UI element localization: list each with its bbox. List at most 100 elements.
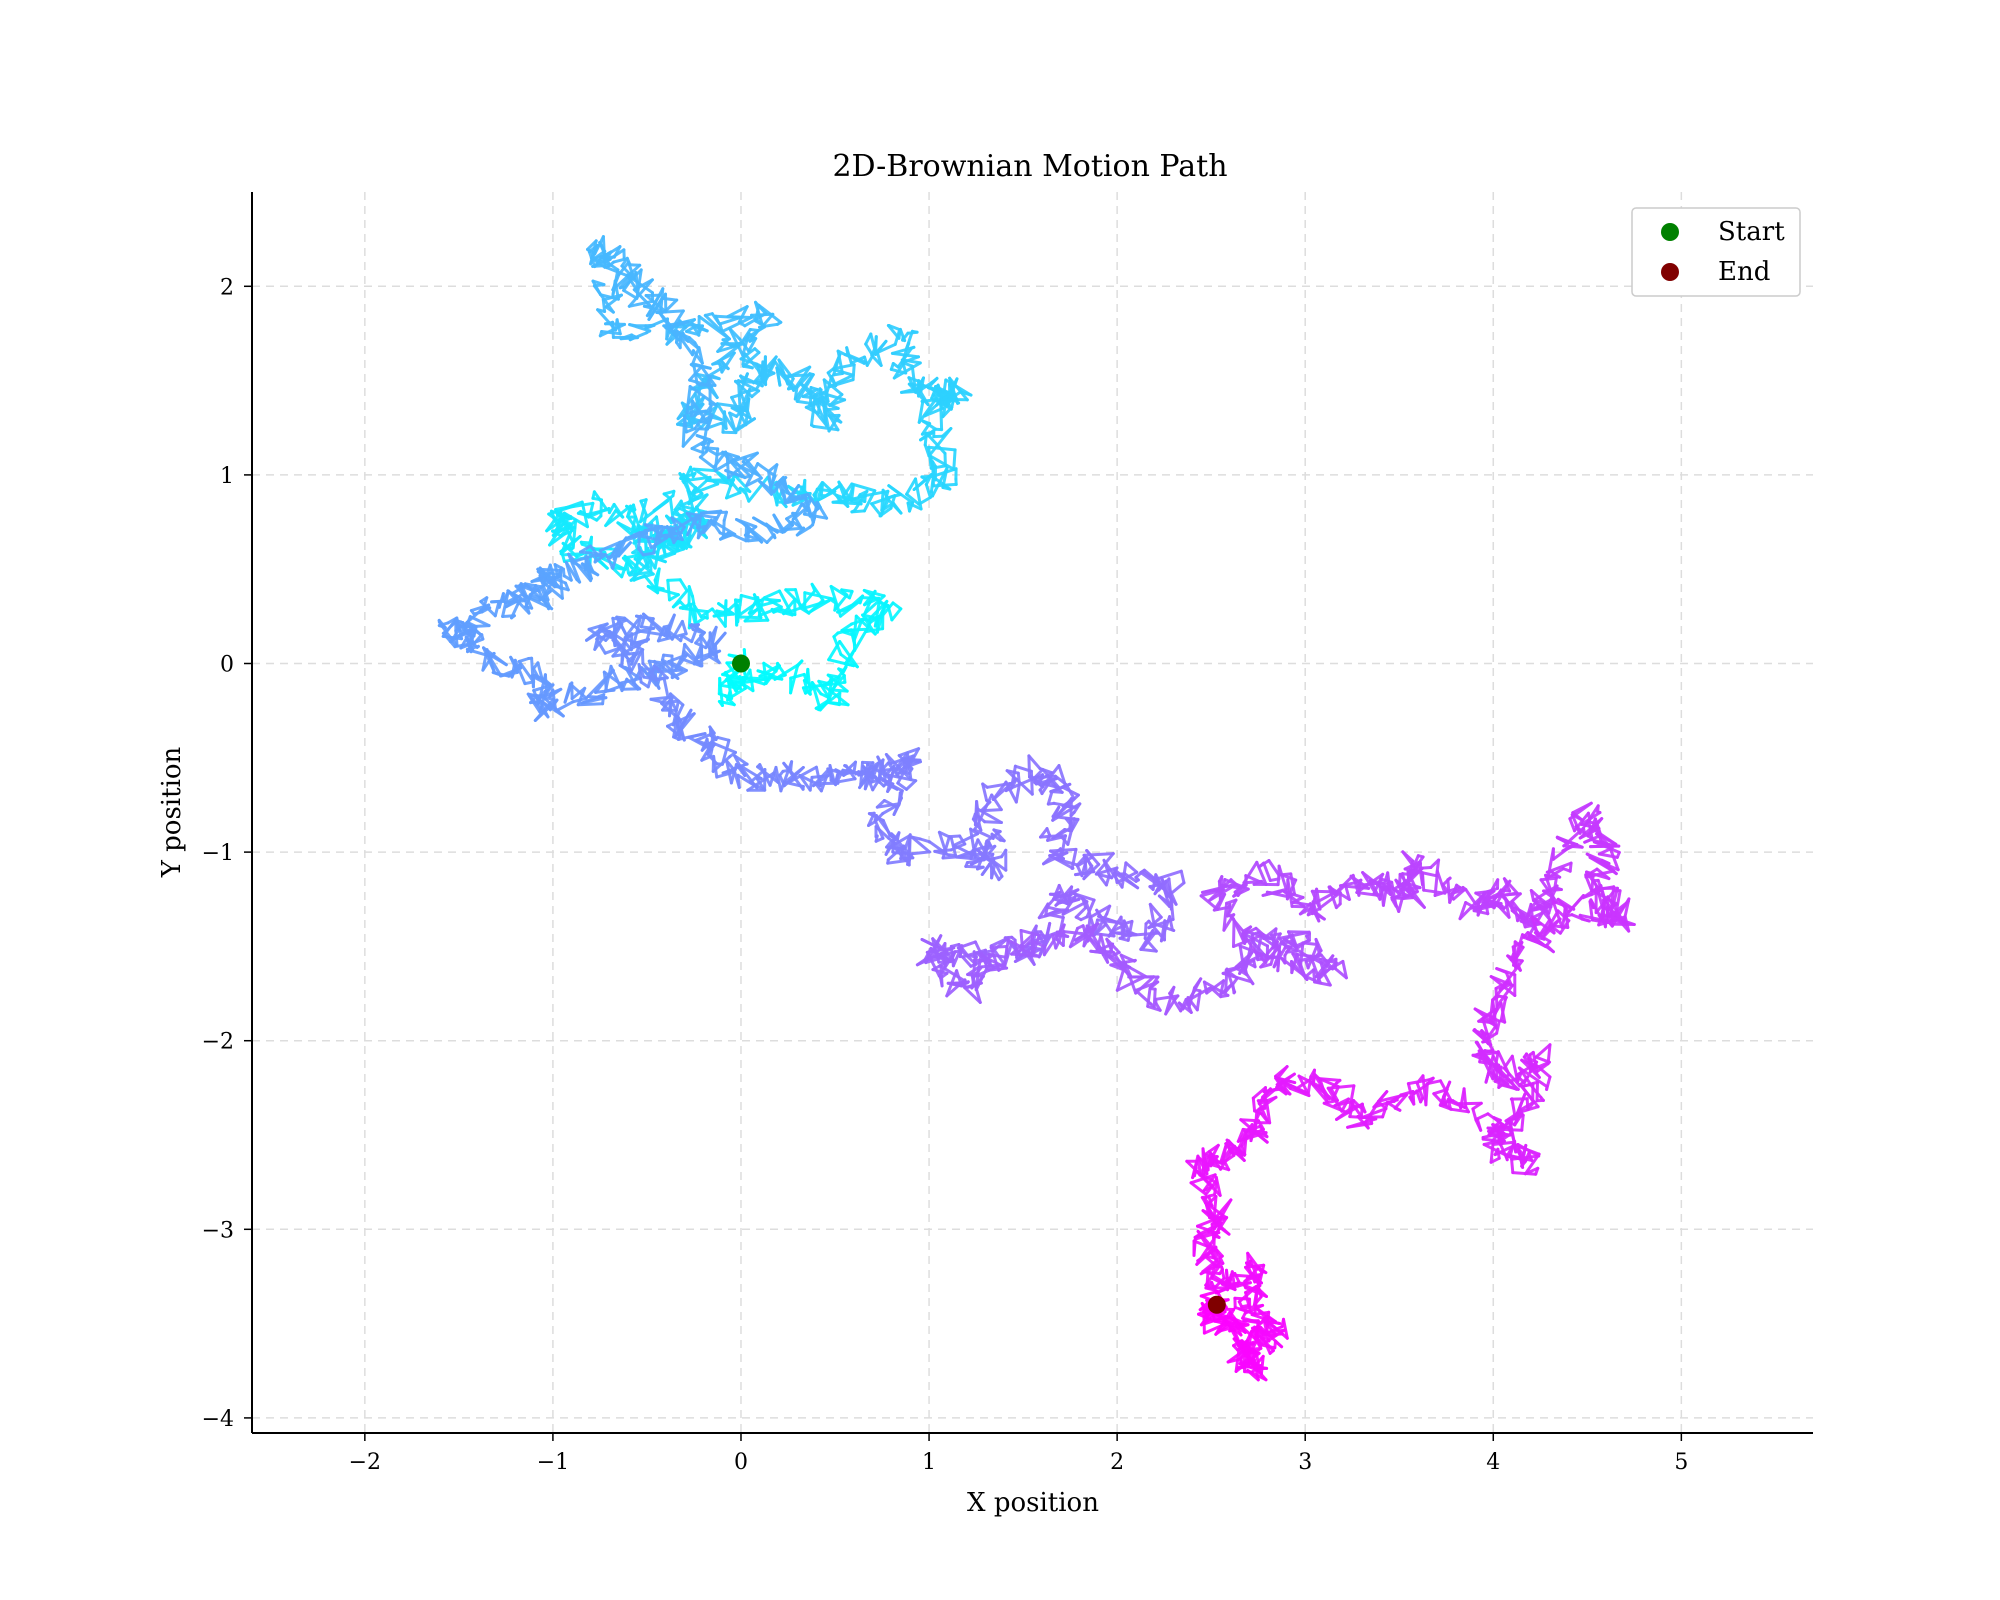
- path-segment: [925, 946, 956, 954]
- path-segment: [1435, 869, 1447, 895]
- path-segment: [694, 731, 716, 742]
- path-segment: [817, 679, 831, 700]
- path-segment: [1294, 1075, 1316, 1091]
- path-segment: [881, 778, 904, 793]
- path-segment: [992, 828, 1006, 843]
- path-segment: [738, 337, 751, 353]
- path-segment: [523, 582, 543, 589]
- path-segment: [893, 328, 902, 346]
- path-segment: [1340, 1097, 1350, 1113]
- path-segment: [637, 663, 643, 684]
- path-segment: [902, 361, 914, 368]
- path-segment: [687, 492, 704, 506]
- path-segment: [904, 329, 914, 352]
- path-segment: [645, 293, 661, 318]
- path-segment: [741, 351, 761, 368]
- path-segment: [1056, 797, 1073, 817]
- path-segment: [1115, 872, 1140, 890]
- path-segment: [1505, 1153, 1534, 1162]
- path-segment: [639, 616, 646, 629]
- path-segment: [1257, 1119, 1265, 1131]
- path-segment: [1520, 1113, 1525, 1132]
- path-segment: [617, 260, 630, 277]
- path-segment: [1027, 754, 1042, 771]
- path-segment: [1213, 1181, 1218, 1197]
- path-segment: [1201, 1254, 1224, 1274]
- path-segment: [685, 385, 692, 415]
- path-segment: [1220, 1265, 1226, 1280]
- path-segment: [616, 536, 628, 558]
- path-segment: [1535, 1080, 1539, 1103]
- path-segment: [1014, 782, 1021, 804]
- path-segment: [1568, 801, 1593, 821]
- path-segment: [688, 385, 717, 406]
- path-segment: [804, 399, 825, 409]
- path-segment: [741, 676, 766, 686]
- path-segment: [1074, 906, 1088, 919]
- path-segment: [1053, 897, 1068, 905]
- path-segment: [838, 640, 859, 669]
- path-segment: [743, 456, 763, 480]
- path-segment: [717, 344, 741, 363]
- path-segment: [721, 532, 737, 539]
- path-segment: [1481, 1017, 1493, 1047]
- path-segment: [1495, 1019, 1501, 1035]
- path-segment: [1522, 1082, 1535, 1088]
- y-tick-label: 2: [220, 275, 234, 300]
- path-segment: [1282, 937, 1297, 948]
- path-segment: [1202, 1322, 1228, 1335]
- path-segment: [948, 376, 969, 402]
- path-segment: [727, 451, 759, 480]
- path-segment: [641, 662, 660, 681]
- path-segment: [595, 637, 607, 655]
- path-segment: [1406, 1078, 1431, 1086]
- path-segment: [669, 692, 685, 707]
- path-segment: [1199, 894, 1219, 911]
- path-segment: [892, 361, 922, 380]
- path-segment: [611, 273, 621, 292]
- path-segment: [912, 478, 928, 491]
- path-segment: [887, 484, 915, 505]
- path-segment: [646, 664, 656, 689]
- path-segment: [1421, 871, 1426, 892]
- path-segment: [1189, 1181, 1208, 1196]
- path-segment: [975, 800, 981, 823]
- path-segment: [826, 673, 841, 679]
- path-segment: [1317, 1084, 1331, 1101]
- path-segment: [1433, 869, 1439, 897]
- path-segment: [680, 634, 694, 644]
- path-segment: [1546, 867, 1565, 880]
- path-segment: [1304, 968, 1316, 978]
- chart-title: 2D-Brownian Motion Path: [832, 149, 1227, 184]
- path-segment: [1016, 937, 1034, 955]
- path-segment: [1029, 769, 1034, 796]
- path-segment: [1263, 1086, 1267, 1110]
- path-segment: [1019, 929, 1024, 952]
- path-segment: [969, 852, 995, 866]
- path-segment: [1304, 975, 1322, 985]
- path-segment: [747, 475, 770, 503]
- path-segment: [1075, 855, 1094, 868]
- path-segment: [715, 770, 736, 779]
- path-segment: [834, 777, 857, 784]
- path-segment: [1262, 1319, 1282, 1325]
- path-segment: [1251, 1086, 1267, 1100]
- path-segment: [660, 542, 675, 554]
- y-tick-label: 0: [220, 653, 234, 678]
- path-segment: [1513, 906, 1520, 923]
- path-segment: [826, 673, 849, 693]
- path-segment: [468, 615, 491, 628]
- path-segment: [493, 600, 501, 618]
- path-segment: [876, 755, 888, 777]
- path-segment: [1502, 1066, 1522, 1088]
- path-segment: [713, 742, 737, 754]
- path-segment: [735, 615, 763, 620]
- path-segment: [1482, 1139, 1501, 1146]
- path-segment: [1276, 945, 1282, 973]
- path-segment: [1500, 1083, 1520, 1091]
- path-segment: [1544, 873, 1555, 900]
- path-segment: [939, 964, 944, 988]
- path-segment: [1096, 918, 1120, 925]
- path-segment: [652, 585, 665, 591]
- path-segment: [660, 296, 679, 302]
